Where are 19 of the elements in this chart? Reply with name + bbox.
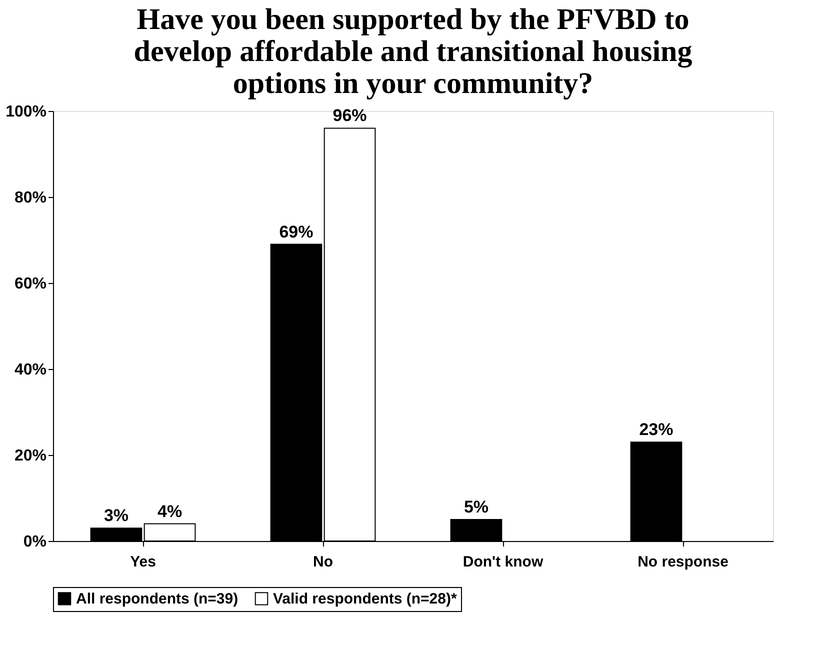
x-tick-label: Yes [130, 554, 156, 570]
data-label: 96% [332, 106, 367, 126]
y-tick-label: 0% [23, 534, 46, 550]
y-tick-label: 80% [14, 190, 46, 206]
data-label: 4% [157, 502, 182, 521]
data-label: 23% [639, 420, 674, 440]
y-tick-label: 40% [14, 362, 46, 378]
x-tick-label: No response [638, 554, 728, 570]
x-tick-label: Don't know [462, 554, 544, 570]
y-tick-label: 20% [14, 448, 46, 464]
data-label: 5% [464, 498, 489, 516]
y-tick-label: 60% [14, 276, 46, 292]
x-tick-label: No [313, 554, 333, 570]
legend-label: Valid respondents (n=28)* [273, 590, 457, 608]
chart-title: Have you been supported by the PFVBD to develop affordable and transitional housing options in your community? [134, 3, 692, 100]
data-label: 3% [104, 506, 129, 526]
data-label: 69% [279, 222, 314, 242]
y-tick-label: 100% [6, 104, 46, 120]
legend-label: All respondents (n=39) [76, 590, 238, 608]
